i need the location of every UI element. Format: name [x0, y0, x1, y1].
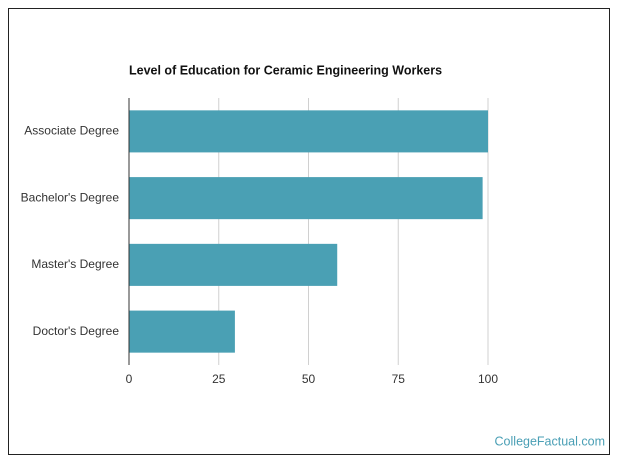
watermark: CollegeFactual.com — [495, 434, 605, 448]
bar — [129, 310, 235, 353]
y-tick-label: Doctor's Degree — [33, 324, 120, 338]
x-tick-label: 75 — [392, 372, 406, 386]
chart-title: Level of Education for Ceramic Engineeri… — [129, 63, 442, 77]
y-tick-label: Bachelor's Degree — [21, 190, 120, 204]
x-tick-label: 100 — [478, 372, 498, 386]
x-tick-label: 25 — [212, 372, 226, 386]
bar — [129, 110, 488, 153]
x-tick-label: 50 — [302, 372, 316, 386]
x-tick-label: 0 — [126, 372, 133, 386]
y-tick-label: Master's Degree — [31, 257, 119, 271]
bar — [129, 243, 338, 286]
y-tick-label: Associate Degree — [24, 124, 119, 138]
bar — [129, 177, 483, 220]
